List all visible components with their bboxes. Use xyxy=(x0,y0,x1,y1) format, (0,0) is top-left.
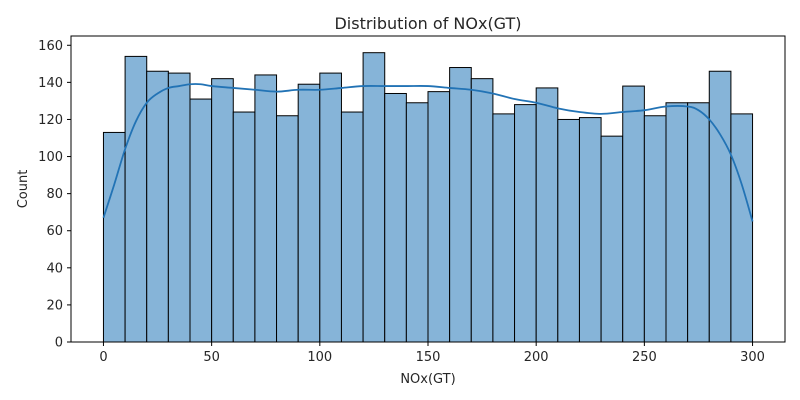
y-tick-label: 120 xyxy=(38,113,63,128)
histogram-bar xyxy=(535,87,559,343)
histogram-bar xyxy=(362,52,386,343)
chart-title: Distribution of NOx(GT) xyxy=(334,14,521,33)
y-tick-label: 0 xyxy=(55,336,63,351)
histogram-bar xyxy=(708,70,732,343)
bars-group xyxy=(102,52,754,343)
x-tick-label: 100 xyxy=(307,350,332,365)
histogram-bar xyxy=(319,72,342,343)
y-tick-label: 20 xyxy=(46,298,63,313)
y-tick-label: 40 xyxy=(46,261,63,276)
histogram-bar xyxy=(492,113,516,343)
histogram-bar xyxy=(189,98,213,343)
histogram-bar xyxy=(514,104,537,343)
y-tick-label: 100 xyxy=(38,150,63,165)
histogram-bar xyxy=(600,135,624,343)
histogram-bar xyxy=(232,111,256,343)
x-tick-label: 0 xyxy=(99,350,107,365)
x-tick-label: 300 xyxy=(740,350,765,365)
histogram-bar xyxy=(449,67,472,343)
histogram-bar xyxy=(340,111,364,343)
x-axis-label: NOx(GT) xyxy=(400,372,455,387)
histogram-bar xyxy=(254,74,278,343)
histogram-bar xyxy=(211,78,234,343)
y-tick-label: 80 xyxy=(46,187,63,202)
y-tick-label: 60 xyxy=(46,224,63,239)
histogram-bar xyxy=(557,118,580,343)
x-tick-label: 150 xyxy=(416,350,441,365)
histogram-bar xyxy=(622,85,645,343)
histogram-bar xyxy=(405,102,429,343)
histogram-bar xyxy=(470,78,494,343)
x-axis-ticks: 0 50 100 150 200 250 300 xyxy=(99,342,765,365)
histogram-bar xyxy=(124,55,148,343)
histogram-bar xyxy=(146,70,169,343)
y-axis-label: Count xyxy=(16,170,31,209)
histogram-bar xyxy=(730,113,754,343)
x-tick-label: 50 xyxy=(203,350,220,365)
histogram-bar xyxy=(643,115,667,343)
histogram-bar xyxy=(297,83,321,343)
x-tick-label: 250 xyxy=(632,350,657,365)
y-axis-ticks: 0 20 40 60 80 100 120 140 160 xyxy=(38,39,71,351)
y-tick-label: 160 xyxy=(38,39,63,54)
histogram-bar xyxy=(384,92,407,343)
histogram-bar xyxy=(687,102,710,343)
histogram-bar xyxy=(578,117,602,343)
histogram-bar xyxy=(102,131,126,343)
histogram-bar xyxy=(167,72,191,343)
y-tick-label: 140 xyxy=(38,76,63,91)
histogram-bar xyxy=(665,102,689,343)
histogram-bar xyxy=(427,91,451,343)
kde-line xyxy=(102,83,754,222)
histogram-bar xyxy=(276,115,299,343)
x-tick-label: 200 xyxy=(524,350,549,365)
